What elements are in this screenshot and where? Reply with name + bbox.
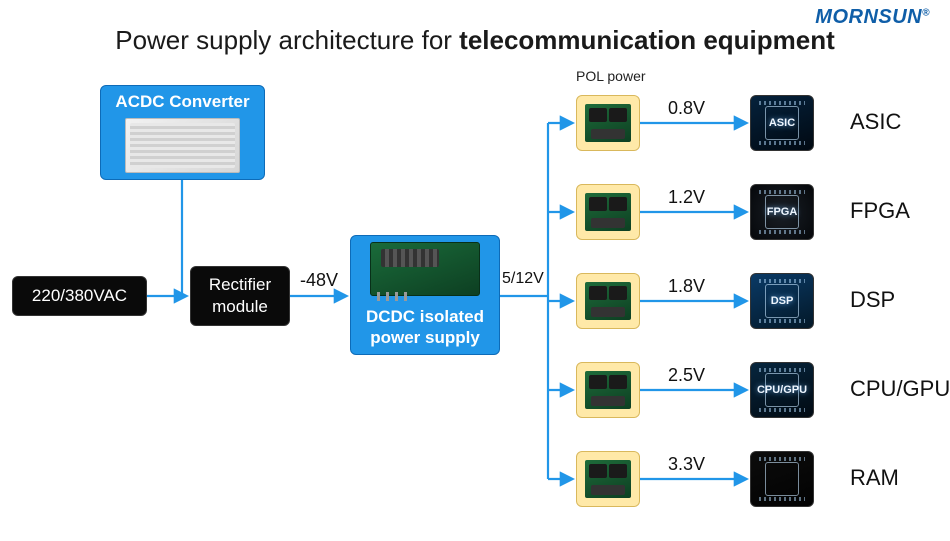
pol-image <box>585 282 631 320</box>
pol-module <box>576 451 640 507</box>
title-bold: telecommunication equipment <box>459 25 835 55</box>
node-dcdc-label: DCDC isolated power supply <box>366 306 484 349</box>
label-5-12v: 5/12V <box>502 270 544 288</box>
pol-image <box>585 371 631 409</box>
rail-voltage: 3.3V <box>668 454 705 475</box>
chip-fpga: FPGA <box>750 184 814 240</box>
acdc-image <box>125 118 240 173</box>
end-label: CPU/GPU <box>850 376 950 402</box>
node-dcdc: DCDC isolated power supply <box>350 235 500 355</box>
dcdc-image <box>370 242 480 296</box>
node-acdc: ACDC Converter <box>100 85 265 180</box>
label-neg48v: -48V <box>300 270 338 291</box>
node-rectifier-label: Rectifier module <box>209 274 271 318</box>
chip-ram <box>750 451 814 507</box>
pol-header: POL power <box>576 68 646 84</box>
node-acdc-label: ACDC Converter <box>115 92 249 112</box>
pol-module <box>576 273 640 329</box>
end-label: FPGA <box>850 198 910 224</box>
pol-image <box>585 193 631 231</box>
chip-label: DSP <box>771 295 794 307</box>
rail-voltage: 1.2V <box>668 187 705 208</box>
end-label: DSP <box>850 287 895 313</box>
pol-image <box>585 460 631 498</box>
node-rectifier: Rectifier module <box>190 266 290 326</box>
end-label: ASIC <box>850 109 901 135</box>
chip-label: ASIC <box>769 117 795 129</box>
pol-image <box>585 104 631 142</box>
pol-module <box>576 184 640 240</box>
pol-module <box>576 362 640 418</box>
end-label: RAM <box>850 465 899 491</box>
chip-asic: ASIC <box>750 95 814 151</box>
chip-dsp: DSP <box>750 273 814 329</box>
chip-cpu-gpu: CPU/GPU <box>750 362 814 418</box>
chip-label: FPGA <box>767 206 798 218</box>
rail-voltage: 1.8V <box>668 276 705 297</box>
pol-module <box>576 95 640 151</box>
chip-label: CPU/GPU <box>757 384 807 396</box>
rail-voltage: 0.8V <box>668 98 705 119</box>
page-title: Power supply architecture for telecommun… <box>115 25 835 56</box>
node-vac: 220/380VAC <box>12 276 147 316</box>
rail-voltage: 2.5V <box>668 365 705 386</box>
title-pre: Power supply architecture for <box>115 25 459 55</box>
node-vac-label: 220/380VAC <box>32 286 127 306</box>
